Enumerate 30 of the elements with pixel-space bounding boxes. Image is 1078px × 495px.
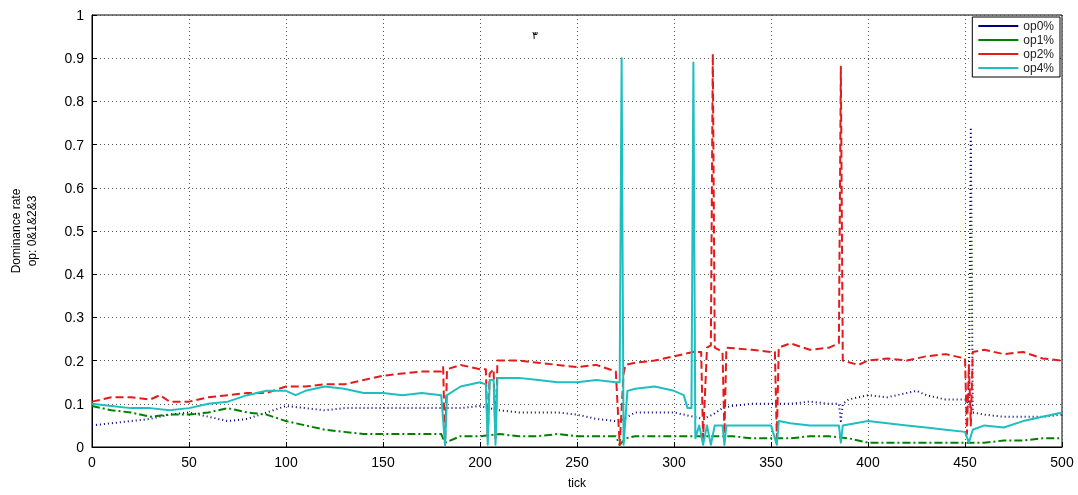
legend-label: op0% [1023,19,1055,33]
x-tick-label: 0 [88,454,97,470]
x-tick-label: 150 [371,454,395,470]
y-tick-label: 0.1 [64,395,85,412]
x-tick-label: 50 [181,454,197,470]
x-tick-label: 450 [953,454,977,470]
x-tick-label: 500 [1050,454,1074,470]
y-tick-label: 0.2 [64,352,85,369]
x-tick-label: 200 [468,454,492,470]
annotation: ٣ [532,29,538,42]
x-tick-label: 100 [274,454,298,470]
y-tick-label: 0.7 [64,136,85,153]
y-tick-label: 0.8 [64,93,85,110]
legend-label: op2% [1023,47,1055,61]
line-series [91,126,1063,427]
y-tick-label: 0.5 [64,223,85,239]
legend-label: op4% [1023,61,1055,75]
y-tick-label: 0.4 [64,266,85,283]
x-axis-title: tick [568,476,587,490]
x-tick-label: 300 [662,454,686,470]
y-tick-label: 0.6 [64,179,85,196]
y-tick-label: 0 [76,439,85,455]
y-tick-label: 1 [76,7,85,23]
y-axis-title: Dominance rate op: 0&1&2&3 [9,188,39,274]
y-tick-label: 0.9 [64,50,85,67]
legend-label: op1% [1023,33,1055,47]
x-tick-label: 350 [759,454,783,470]
y-tick-label: 0.3 [64,309,85,326]
x-tick-label: 250 [565,454,589,470]
x-tick-label: 400 [856,454,880,470]
